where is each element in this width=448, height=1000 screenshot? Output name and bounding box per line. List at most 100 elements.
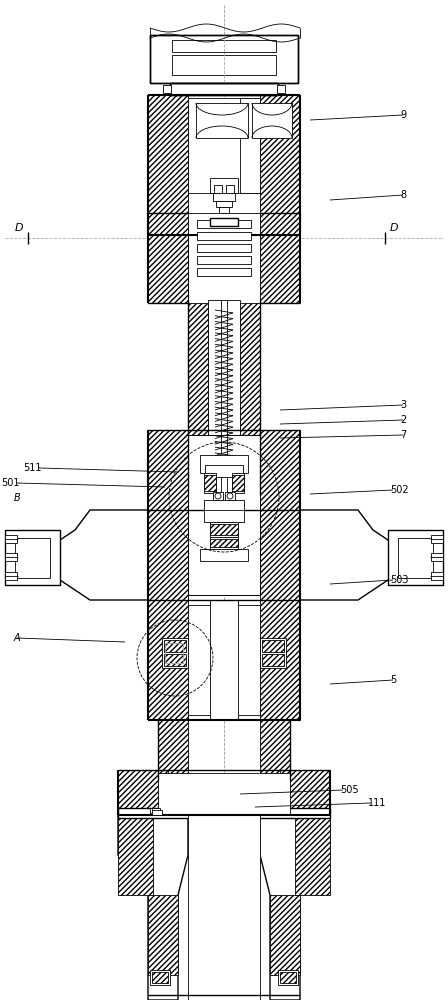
Bar — [163, 85, 171, 93]
Bar — [260, 430, 300, 510]
Bar — [197, 244, 251, 252]
Text: 9: 9 — [400, 110, 406, 120]
Bar — [118, 770, 168, 815]
Bar — [148, 600, 188, 720]
Bar — [197, 268, 251, 276]
Bar — [260, 95, 300, 235]
Bar — [213, 193, 235, 201]
Bar — [398, 538, 433, 578]
Bar — [170, 83, 278, 95]
Bar — [197, 256, 251, 264]
Text: B: B — [13, 493, 20, 503]
Bar — [270, 895, 300, 975]
Bar — [210, 524, 238, 535]
Bar — [226, 185, 234, 193]
Text: 2: 2 — [400, 415, 406, 425]
Bar — [210, 178, 238, 193]
Bar — [200, 549, 248, 561]
Bar — [278, 970, 298, 985]
Bar — [162, 638, 188, 668]
Bar — [232, 475, 244, 491]
Bar — [5, 530, 60, 585]
Text: 111: 111 — [368, 798, 386, 808]
Bar — [240, 300, 260, 495]
Bar — [219, 207, 229, 213]
Bar — [431, 553, 443, 561]
Bar — [280, 770, 330, 815]
Bar — [214, 185, 222, 193]
Text: 7: 7 — [400, 430, 406, 440]
Bar — [197, 220, 251, 228]
Polygon shape — [300, 510, 433, 600]
Bar — [170, 83, 278, 95]
Bar — [204, 500, 244, 522]
Bar — [5, 572, 17, 580]
Bar — [262, 654, 284, 666]
Bar — [148, 213, 188, 303]
Bar — [208, 300, 240, 495]
Bar — [258, 83, 278, 95]
Bar — [188, 815, 260, 1000]
Bar — [252, 103, 292, 138]
Bar — [232, 473, 244, 493]
Bar — [260, 720, 290, 780]
Bar — [431, 535, 443, 543]
Bar — [262, 640, 284, 652]
Bar — [280, 972, 296, 983]
Text: 8: 8 — [400, 190, 406, 200]
Bar — [148, 895, 178, 975]
Text: 511: 511 — [23, 463, 42, 473]
Bar — [148, 510, 188, 600]
Bar — [172, 55, 276, 75]
Bar — [188, 300, 208, 495]
Bar — [150, 35, 298, 83]
Bar — [277, 85, 285, 93]
Bar — [260, 600, 300, 720]
Bar — [260, 638, 286, 668]
Bar — [260, 510, 300, 600]
Bar — [164, 640, 186, 652]
Bar — [118, 808, 330, 818]
Bar — [152, 810, 162, 815]
Polygon shape — [118, 815, 188, 1000]
Bar — [170, 83, 190, 95]
Bar — [196, 103, 248, 138]
Text: 3: 3 — [400, 400, 406, 410]
Circle shape — [227, 493, 233, 499]
Bar — [150, 35, 172, 83]
Bar — [165, 643, 183, 663]
Bar — [152, 972, 168, 983]
Text: A: A — [13, 633, 20, 643]
Bar — [205, 465, 243, 477]
Bar — [210, 522, 238, 537]
Bar — [188, 213, 260, 303]
Bar — [295, 815, 330, 895]
Circle shape — [215, 493, 221, 499]
Bar — [204, 475, 216, 491]
Bar — [200, 455, 248, 473]
Bar — [158, 773, 290, 815]
Text: D: D — [390, 223, 399, 233]
Bar — [15, 538, 50, 578]
Bar — [164, 654, 186, 666]
Bar — [210, 537, 238, 549]
Bar — [260, 213, 300, 303]
Bar — [5, 535, 17, 543]
Bar — [148, 430, 188, 510]
Bar — [148, 95, 188, 235]
Bar — [5, 553, 17, 561]
Bar — [213, 492, 223, 500]
Bar — [204, 473, 216, 493]
Bar — [210, 600, 238, 720]
Bar — [197, 232, 251, 240]
Bar — [188, 98, 260, 193]
Bar — [150, 35, 298, 83]
Bar — [216, 201, 232, 207]
Polygon shape — [260, 815, 330, 1000]
Text: 503: 503 — [390, 575, 409, 585]
Text: 501: 501 — [1, 478, 20, 488]
Bar — [188, 435, 260, 595]
Bar — [158, 720, 188, 780]
Bar — [118, 815, 153, 895]
Bar — [388, 530, 443, 585]
